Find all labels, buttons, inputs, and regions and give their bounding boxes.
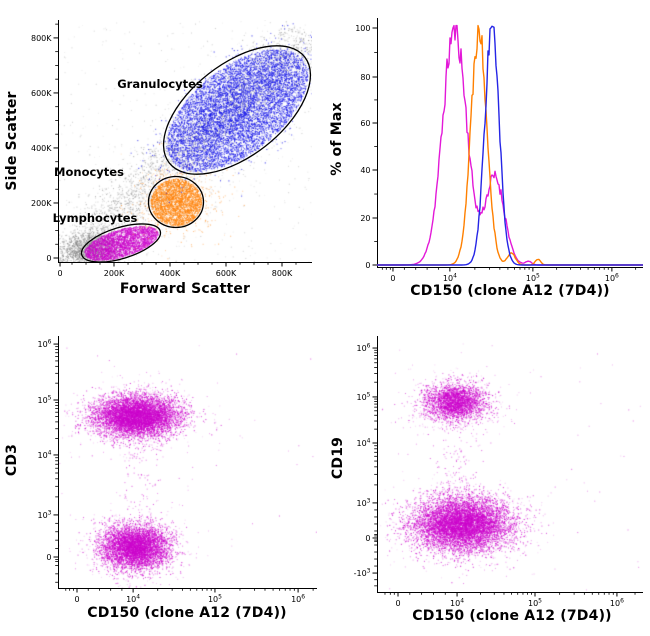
svg-text:20: 20	[360, 214, 370, 223]
svg-text:200K: 200K	[104, 269, 125, 278]
fsc-ssc-dot-plot	[58, 20, 312, 262]
svg-text:105: 105	[528, 598, 542, 609]
svg-text:106: 106	[37, 339, 51, 350]
svg-text:106: 106	[605, 273, 619, 284]
svg-text:0: 0	[365, 534, 370, 543]
svg-text:0: 0	[46, 254, 51, 263]
svg-text:0: 0	[365, 261, 370, 270]
svg-text:0: 0	[395, 599, 400, 608]
gate-label-lymphocytes: Lymphocytes	[52, 211, 138, 225]
svg-text:103: 103	[37, 509, 51, 520]
svg-text:106: 106	[610, 598, 624, 609]
svg-text:800K: 800K	[272, 269, 293, 278]
y-axis-label-cd19: CD19	[330, 436, 346, 480]
svg-text:106: 106	[356, 343, 370, 354]
svg-text:60: 60	[360, 119, 370, 128]
x-axis-label-cd150-histogram: CD150 (clone A12 (7D4))	[410, 283, 610, 299]
svg-text:104: 104	[126, 594, 140, 605]
svg-text:80: 80	[360, 73, 370, 82]
svg-text:104: 104	[443, 273, 457, 284]
svg-text:400K: 400K	[31, 144, 52, 153]
svg-text:104: 104	[356, 438, 370, 449]
x-axis-label-cd150-cd19: CD150 (clone A12 (7D4))	[412, 608, 612, 624]
svg-text:800K: 800K	[31, 34, 52, 43]
svg-text:105: 105	[526, 273, 540, 284]
cd19-vs-cd150-dot-plot	[377, 336, 643, 592]
svg-text:-103: -103	[354, 568, 371, 579]
svg-text:400K: 400K	[160, 269, 181, 278]
svg-text:104: 104	[450, 598, 464, 609]
gate-label-monocytes: Monocytes	[54, 165, 124, 179]
y-axis-label-percent-of-max: % of Max	[329, 102, 345, 176]
svg-text:103: 103	[356, 497, 370, 508]
svg-text:40: 40	[360, 166, 370, 175]
x-axis-label-cd150-cd3: CD150 (clone A12 (7D4))	[87, 605, 287, 621]
svg-text:100: 100	[355, 24, 370, 33]
svg-text:0: 0	[390, 274, 395, 283]
svg-text:200K: 200K	[31, 199, 52, 208]
y-axis-label-cd3: CD3	[4, 443, 20, 477]
svg-text:600K: 600K	[31, 89, 52, 98]
svg-text:104: 104	[37, 449, 51, 460]
svg-text:106: 106	[291, 594, 305, 605]
svg-text:105: 105	[37, 395, 51, 406]
x-axis-label-forward-scatter: Forward Scatter	[119, 281, 251, 297]
y-axis-label-side-scatter: Side Scatter	[4, 91, 20, 191]
svg-text:0: 0	[74, 595, 79, 604]
gate-label-granulocytes: Granulocytes	[117, 77, 203, 91]
svg-text:105: 105	[356, 391, 370, 402]
svg-text:0: 0	[57, 269, 62, 278]
cd3-vs-cd150-dot-plot	[58, 336, 317, 588]
svg-text:600K: 600K	[216, 269, 237, 278]
svg-text:105: 105	[208, 594, 222, 605]
svg-text:0: 0	[46, 553, 51, 562]
